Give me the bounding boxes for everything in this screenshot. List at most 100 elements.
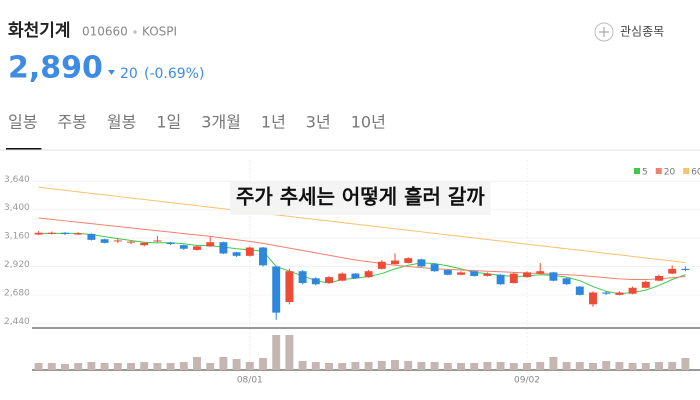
candle-body: [245, 247, 254, 256]
volume-bar: [602, 361, 611, 370]
volume-bar: [34, 363, 43, 370]
candle-body: [404, 258, 413, 263]
volume-bar: [681, 358, 690, 370]
volume-bar: [351, 362, 360, 370]
candle-body: [285, 271, 294, 302]
tab[interactable]: 3년: [306, 113, 331, 132]
volume-bar: [628, 363, 637, 370]
candle-body: [430, 264, 439, 272]
legend-label: 60: [691, 168, 700, 178]
candle-body: [602, 292, 611, 294]
volume-bar: [549, 357, 558, 370]
volume-bar: [127, 363, 135, 370]
candle-body: [483, 273, 492, 276]
candle-body: [34, 232, 43, 235]
legend-swatch: [655, 168, 662, 174]
tab[interactable]: 주봉: [57, 113, 86, 132]
tab[interactable]: 3개월: [201, 113, 241, 132]
volume-bar: [113, 363, 122, 370]
volume-bar: [404, 361, 413, 370]
candle-body: [206, 242, 215, 247]
x-tick-label: 09/02: [514, 376, 540, 386]
volume-bar: [245, 362, 254, 370]
volume-bar: [219, 357, 228, 370]
volume-bar: [179, 362, 188, 370]
candle-body: [232, 252, 241, 256]
volume-bar: [417, 362, 426, 370]
candle-body: [668, 268, 677, 274]
change: 20: [120, 66, 138, 82]
candle-body: [377, 261, 386, 269]
watch-label[interactable]: 관심종목: [620, 25, 664, 39]
annotation-bg: [230, 181, 491, 215]
y-tick-label: 2,440: [4, 317, 30, 327]
candle-body: [641, 281, 650, 288]
volume-bar: [615, 362, 624, 370]
stock-name: 화천기계: [8, 21, 71, 41]
x-tick-label: 08/01: [237, 376, 263, 386]
candle-body: [549, 272, 558, 281]
candle-body: [74, 233, 83, 235]
plus: [599, 27, 609, 37]
candle-body: [589, 292, 597, 305]
candle-body: [298, 271, 307, 284]
volume-bar: [377, 361, 386, 370]
y-tick-label: 2,920: [4, 260, 30, 270]
candle-body: [615, 292, 624, 295]
tab[interactable]: 1일: [156, 113, 181, 132]
stock-code: 010660: [82, 25, 128, 39]
legend-swatch: [683, 168, 690, 174]
candle-body: [325, 277, 333, 284]
candle-body: [311, 278, 320, 285]
candle-body: [272, 266, 281, 313]
legend-label: 20: [664, 168, 676, 178]
volume-bar: [536, 362, 545, 370]
candle-body: [166, 242, 175, 244]
candle-body: [523, 272, 531, 278]
legend-swatch: [634, 168, 640, 174]
tab[interactable]: 일봉: [8, 113, 37, 132]
volume-bar: [298, 361, 307, 370]
candle-body: [219, 242, 228, 254]
y-tick-label: 3,160: [4, 232, 30, 242]
annotation-text: 주가 추세는 어떻게 흘러 갈까: [236, 185, 485, 209]
candle-body: [509, 273, 518, 284]
candle-body: [87, 233, 96, 240]
candle-body: [100, 239, 109, 243]
volume-bar: [232, 359, 241, 370]
tab[interactable]: 월봉: [107, 113, 136, 132]
volume-bar: [443, 363, 452, 370]
y-tick-label: 3,400: [4, 203, 30, 213]
candle-body: [575, 286, 584, 295]
watch-button[interactable]: 관심종목: [594, 22, 664, 42]
volume-bar: [391, 360, 399, 370]
volume-bar: [259, 358, 267, 370]
volume-bar: [311, 362, 320, 370]
candle-body: [47, 232, 56, 234]
volume-bar: [325, 363, 333, 370]
volume-bar: [483, 362, 492, 370]
candle-body: [417, 259, 426, 267]
ma-line: [38, 186, 686, 264]
volume-bar: [364, 362, 373, 370]
candle-body: [470, 271, 479, 276]
candle-body: [127, 241, 135, 243]
volume-bar: [457, 363, 465, 370]
candle-body: [536, 271, 545, 274]
tab[interactable]: 1년: [261, 113, 286, 132]
watch-icon: [594, 22, 614, 42]
volume-bar: [61, 364, 69, 370]
tab[interactable]: 10년: [351, 113, 386, 132]
candle-body: [61, 232, 69, 234]
volume-bar: [575, 362, 584, 370]
ma-line: [38, 232, 686, 295]
candle-body: [351, 273, 360, 279]
volume-bar: [206, 363, 215, 370]
candle-body: [681, 268, 690, 271]
legend-label: 5: [642, 168, 648, 178]
volume-bar: [285, 335, 294, 370]
volume-bar: [496, 362, 505, 370]
candle-body: [113, 240, 122, 242]
